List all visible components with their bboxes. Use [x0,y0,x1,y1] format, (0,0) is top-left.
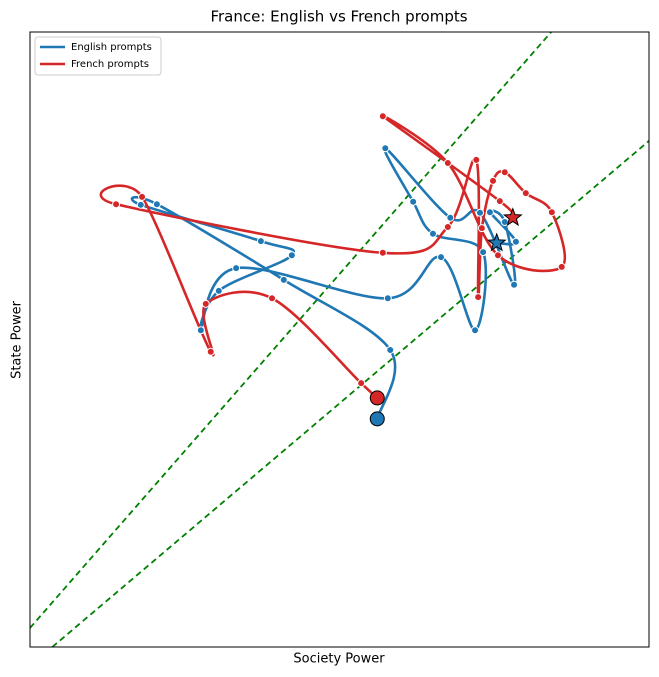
point [428,229,437,238]
legend-label: English prompts [71,42,152,53]
point [196,326,205,335]
point [557,262,566,271]
point [381,144,390,153]
point [279,275,288,284]
point [112,200,121,209]
point [214,286,223,295]
y-axis-label: State Power [10,300,25,379]
reference-line [30,32,552,629]
point [386,345,395,354]
point [485,208,494,217]
point [495,197,504,206]
point [493,251,502,260]
point [136,200,145,209]
point [378,248,387,257]
point [472,155,481,164]
point [409,197,418,206]
point [378,112,387,121]
start-marker [369,390,385,406]
point [511,237,520,246]
point [232,264,241,273]
point [437,253,446,262]
point [268,294,277,303]
point [510,280,519,289]
point [521,189,530,198]
point [500,168,509,177]
point [443,158,452,167]
end-marker [502,207,523,227]
point [206,347,215,356]
legend-box [34,36,162,76]
legend: English prompts French prompts [34,36,162,76]
point [446,213,455,222]
point [138,192,147,201]
x-axis-label: Society Power [293,652,385,667]
start-marker [369,411,385,427]
point [383,294,392,303]
reference-line [51,140,649,647]
point [547,208,556,217]
point [201,299,210,308]
point [489,176,498,185]
point [287,251,296,260]
point [477,224,486,233]
chart-title: France: English vs French prompts [210,8,467,26]
plot-area [30,32,649,647]
point [256,237,265,246]
plot-frame [29,31,650,648]
trajectory-line [130,146,518,420]
point [357,379,366,388]
point [443,222,452,231]
point [479,248,488,257]
legend-label: French prompts [71,59,149,70]
point [476,208,485,217]
end-marker [486,232,507,252]
point [152,200,161,209]
point [471,326,480,335]
point [474,293,483,302]
